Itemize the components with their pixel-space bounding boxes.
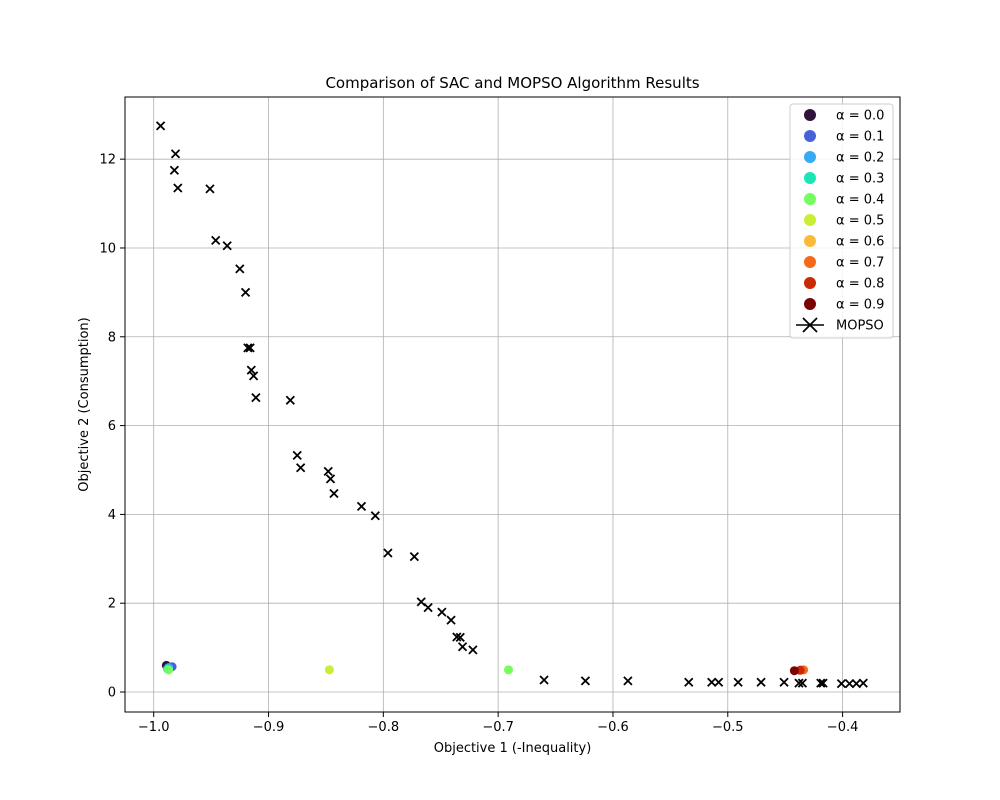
mopso-point (356, 501, 367, 512)
y-tick-label: 0 (108, 686, 116, 701)
legend-label: α = 0.1 (836, 130, 884, 145)
x-tick-label: −0.6 (597, 720, 629, 735)
x-axis-label: Objective 1 (-Inequality) (434, 741, 592, 756)
mopso-point (285, 395, 295, 405)
sac-point (789, 666, 799, 676)
mopso-point (211, 235, 221, 246)
mopso-point (437, 607, 447, 617)
mopso-point (844, 678, 855, 689)
data-points (155, 121, 868, 689)
legend-box (789, 103, 894, 339)
legend-label: α = 0.3 (836, 172, 884, 187)
mopso-point (713, 677, 724, 687)
mopso-point (455, 632, 465, 643)
mopso-point (222, 241, 232, 251)
x-tick-label: −1.0 (138, 720, 170, 735)
legend-x-marker (802, 317, 818, 333)
mopso-point (684, 677, 694, 687)
mopso-point (329, 488, 339, 499)
legend-label: α = 0.2 (836, 151, 884, 166)
mopso-point (423, 603, 433, 613)
x-tick-label: −0.8 (368, 720, 400, 735)
mopso-point (383, 548, 393, 558)
legend-marker (804, 172, 816, 184)
mopso-point (251, 392, 261, 403)
x-tick-label: −0.5 (712, 720, 744, 735)
y-tick-label: 12 (99, 153, 116, 168)
x-tick-label: −0.9 (253, 720, 285, 735)
mopso-point (155, 121, 166, 131)
mopso-point (205, 184, 215, 194)
mopso-point (457, 642, 468, 652)
sac-point (324, 665, 334, 675)
mopso-point (797, 678, 808, 688)
legend-label: α = 0.8 (836, 277, 884, 292)
legend-marker (804, 298, 816, 310)
mopso-point (818, 678, 828, 688)
mopso-point (446, 615, 456, 625)
mopso-point (169, 165, 180, 175)
mopso-point (173, 183, 183, 193)
sac-point (164, 665, 174, 675)
legend-label: α = 0.5 (836, 214, 884, 229)
mopso-point (409, 551, 419, 562)
mopso-point (779, 677, 789, 687)
y-tick-label: 6 (108, 419, 116, 434)
sac-point (503, 665, 513, 675)
legend-label: MOPSO (836, 319, 884, 334)
mopso-point (296, 463, 306, 473)
legend-marker (804, 277, 816, 289)
y-axis-label: Objective 2 (Consumption) (77, 317, 92, 491)
mopso-point (248, 371, 259, 381)
mopso-point (240, 287, 251, 298)
y-tick-label: 2 (108, 597, 116, 612)
legend-marker (804, 130, 816, 142)
mopso-point (794, 678, 804, 688)
x-tick-label: −0.7 (482, 720, 514, 735)
x-tick-label: −0.4 (827, 720, 859, 735)
legend-marker (804, 193, 816, 205)
legend-marker (804, 109, 816, 121)
plot-frame (124, 96, 901, 713)
mopso-point (170, 149, 181, 159)
legend-label: α = 0.0 (836, 109, 884, 124)
mopso-point (325, 474, 336, 484)
mopso-point (539, 675, 549, 685)
mopso-point (756, 677, 766, 687)
legend-label: α = 0.4 (836, 193, 884, 208)
chart-title: Comparison of SAC and MOPSO Algorithm Re… (325, 74, 699, 92)
y-tick-label: 8 (108, 330, 116, 345)
grid-lines (125, 97, 900, 712)
mopso-point (733, 677, 743, 687)
legend: α = 0.0 α = 0.1 α = 0.2 α = 0.3 α = 0.4 α = 0… (789, 103, 894, 339)
y-tick-label: 4 (108, 508, 116, 523)
axis-ticks: −1.0 −0.9 −0.8 −0.7 −0.6 −0.5 −0.4 0 2 4 6 8 10 12 (99, 153, 858, 735)
mopso-point (292, 450, 302, 460)
y-tick-label: 10 (99, 241, 116, 256)
mopso-point (468, 645, 478, 655)
legend-marker (804, 256, 816, 268)
legend-marker (804, 214, 816, 226)
mopso-point (235, 264, 245, 274)
legend-label: α = 0.7 (836, 256, 884, 271)
mopso-point (246, 365, 256, 375)
legend-label: α = 0.9 (836, 298, 884, 313)
mopso-point (836, 678, 847, 689)
mopso-point (816, 678, 826, 688)
mopso-point (370, 511, 380, 521)
legend-marker (804, 235, 816, 247)
legend-marker (804, 151, 816, 163)
mopso-point (243, 343, 253, 353)
mopso-point (858, 678, 868, 688)
mopso-point (323, 466, 333, 476)
mopso-point (623, 676, 633, 686)
mopso-point (245, 343, 255, 353)
mopso-point (707, 677, 717, 687)
mopso-point (452, 632, 462, 642)
legend-label: α = 0.6 (836, 235, 884, 250)
mopso-point (580, 676, 591, 686)
